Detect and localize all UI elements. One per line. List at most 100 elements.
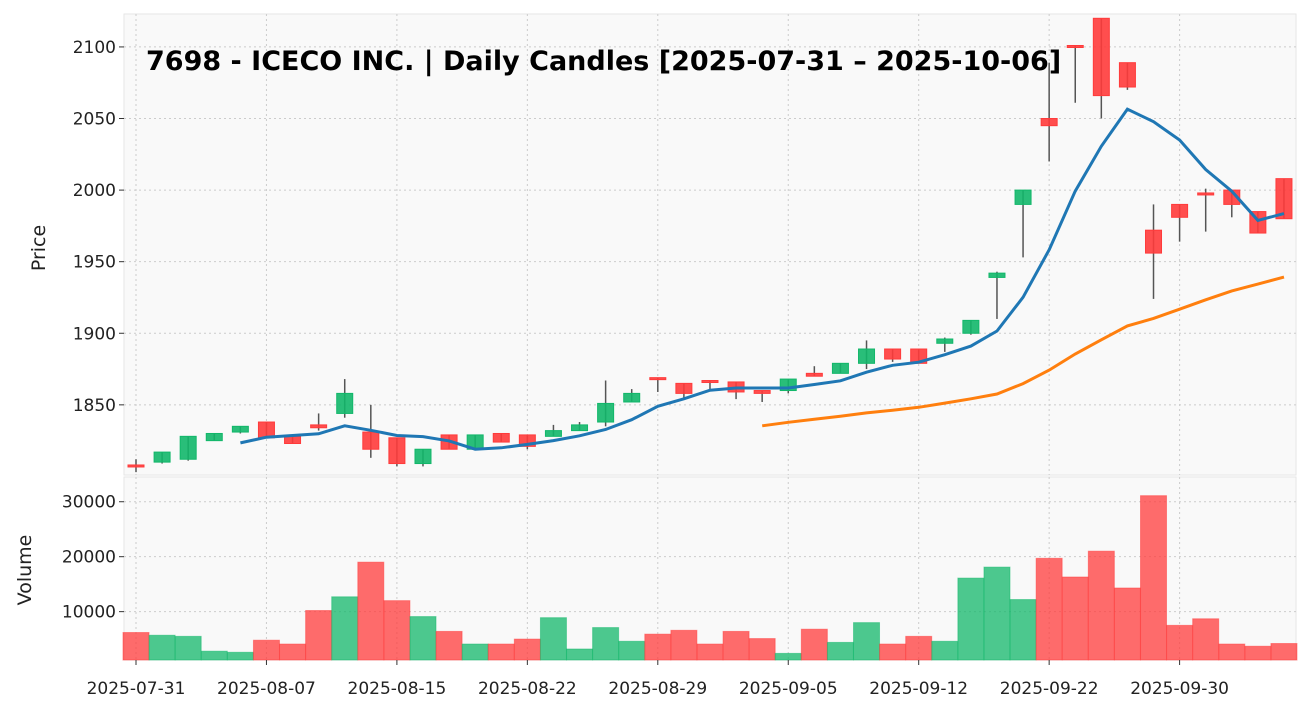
x-tick-label: 2025-09-12 bbox=[869, 679, 968, 699]
volume-bar bbox=[1166, 624, 1194, 661]
x-tick-label: 2025-07-31 bbox=[87, 679, 186, 699]
candle-body bbox=[936, 338, 954, 344]
candle-body bbox=[518, 434, 536, 447]
volume-bar bbox=[461, 643, 489, 661]
volume-bar bbox=[226, 651, 254, 661]
candle-body bbox=[284, 435, 302, 445]
x-tick-label: 2025-08-15 bbox=[348, 679, 447, 699]
volume-bar bbox=[331, 596, 359, 661]
candle-body bbox=[597, 402, 615, 423]
volume-bar bbox=[487, 643, 515, 661]
volume-bar bbox=[435, 630, 463, 661]
volume-bar bbox=[252, 639, 280, 661]
candle-body bbox=[831, 362, 849, 374]
volume-bar bbox=[748, 638, 776, 661]
price-tick-label: 1900 bbox=[73, 324, 116, 344]
volume-bar bbox=[983, 566, 1011, 661]
volume-bar bbox=[1061, 576, 1089, 661]
candle-body bbox=[571, 424, 589, 432]
candle-body bbox=[310, 424, 328, 429]
candle-body bbox=[179, 435, 197, 460]
volume-bar bbox=[592, 627, 620, 661]
volume-bar bbox=[513, 638, 541, 661]
candle-body bbox=[753, 390, 771, 394]
ma-25-line bbox=[762, 275, 1285, 428]
volume-bar bbox=[800, 628, 828, 661]
volume-bar bbox=[1244, 645, 1272, 661]
candle-body bbox=[1066, 44, 1084, 48]
volume-bar bbox=[853, 622, 881, 661]
candle-body bbox=[205, 432, 223, 442]
x-tick-label: 2025-08-07 bbox=[217, 679, 316, 699]
volume-bar bbox=[905, 635, 933, 661]
volume-bar bbox=[409, 616, 437, 661]
volume-bar bbox=[879, 643, 907, 661]
price-tick-label: 1850 bbox=[73, 396, 116, 416]
volume-bar bbox=[357, 561, 385, 661]
x-tick-label: 2025-09-05 bbox=[739, 679, 838, 699]
volume-bar bbox=[279, 643, 307, 661]
candle-body bbox=[701, 380, 719, 384]
candle-body bbox=[336, 392, 354, 414]
volume-bar bbox=[383, 600, 411, 661]
volume-bar bbox=[670, 629, 698, 661]
price-tick-label: 2100 bbox=[73, 38, 116, 58]
volume-bar bbox=[1009, 599, 1037, 661]
candle-body bbox=[231, 425, 249, 433]
price-tick-label: 2000 bbox=[73, 181, 116, 201]
volume-bar bbox=[826, 641, 854, 661]
ma-5-line bbox=[240, 107, 1285, 451]
candle-body bbox=[1197, 192, 1215, 196]
price-tick-label: 1950 bbox=[73, 253, 116, 273]
volume-tick-label: 20000 bbox=[62, 548, 116, 568]
candle-body bbox=[988, 272, 1006, 278]
volume-bar bbox=[305, 610, 333, 661]
volume-bar bbox=[1113, 587, 1141, 661]
volume-bar bbox=[644, 633, 672, 661]
price-axis-label: Price bbox=[28, 225, 50, 271]
volume-bar bbox=[957, 577, 985, 661]
chart-title: 7698 - ICECO INC. | Daily Candles [2025-… bbox=[146, 46, 1061, 77]
volume-bar bbox=[722, 630, 750, 661]
volume-bar bbox=[618, 640, 646, 661]
candle-body bbox=[858, 348, 876, 364]
candle-body bbox=[1118, 62, 1136, 88]
price-tick-label: 2050 bbox=[73, 110, 116, 130]
candle-body bbox=[675, 382, 693, 394]
candle-body bbox=[492, 432, 510, 443]
candle-body bbox=[1092, 17, 1110, 97]
candle-body bbox=[779, 378, 797, 392]
volume-bar bbox=[696, 643, 724, 661]
volume-bar bbox=[174, 635, 202, 661]
volume-bar bbox=[122, 632, 150, 661]
x-tick-label: 2025-08-22 bbox=[478, 679, 577, 699]
volume-bar bbox=[774, 652, 802, 661]
x-tick-label: 2025-09-22 bbox=[1000, 679, 1099, 699]
volume-bar bbox=[148, 634, 176, 661]
volume-bar bbox=[566, 648, 594, 661]
candle-body bbox=[1171, 203, 1189, 218]
candle-body bbox=[544, 430, 562, 437]
candle-body bbox=[1014, 189, 1032, 205]
volume-bar bbox=[931, 640, 959, 661]
candle-body bbox=[1275, 178, 1293, 220]
candle-body bbox=[127, 464, 145, 468]
candle-body bbox=[884, 348, 902, 360]
moving-averages bbox=[240, 107, 1285, 451]
volume-bar bbox=[1087, 550, 1115, 661]
candle-body bbox=[962, 319, 980, 334]
volume-bar bbox=[1035, 557, 1063, 661]
candles bbox=[127, 17, 1293, 473]
volume-bar bbox=[1270, 643, 1298, 661]
axes: 1850 1900 1950 2000 2050 2100 10000 20000 30000 2… bbox=[62, 38, 1229, 699]
x-tick-label: 2025-09-30 bbox=[1130, 679, 1229, 699]
volume-axis-label: Volume bbox=[14, 535, 36, 606]
candle-body bbox=[623, 392, 641, 403]
candle-body bbox=[1145, 229, 1163, 254]
volume-bar bbox=[1140, 495, 1168, 661]
volume-bar bbox=[200, 650, 228, 661]
candle-body bbox=[1040, 118, 1058, 127]
volume-tick-label: 10000 bbox=[62, 603, 116, 623]
x-tick-label: 2025-08-29 bbox=[608, 679, 707, 699]
